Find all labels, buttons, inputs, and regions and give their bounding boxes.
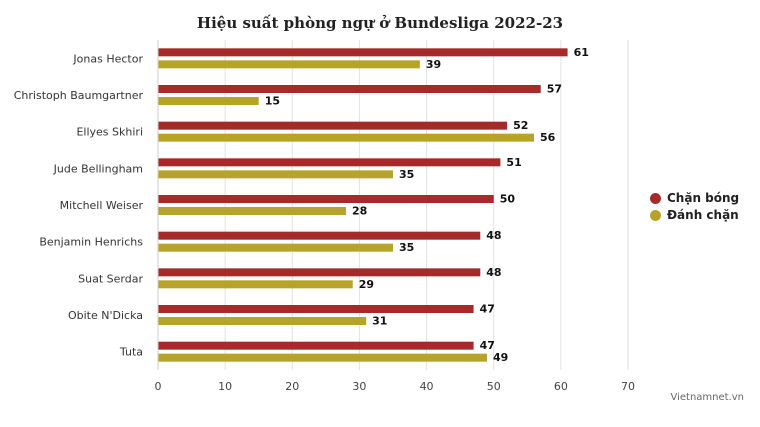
data-label-s0-4: 50 bbox=[500, 193, 516, 206]
data-label-s1-6: 29 bbox=[359, 278, 374, 291]
legend-label-interceptions: Đánh chặn bbox=[667, 208, 739, 222]
legend-dot-blocks bbox=[650, 192, 661, 204]
legend-item-interceptions[interactable]: Đánh chặn bbox=[650, 207, 739, 223]
data-label-s0-7: 47 bbox=[480, 303, 495, 316]
bar-s0-7 bbox=[158, 305, 474, 313]
x-tick-label-10: 10 bbox=[218, 380, 232, 393]
data-label-s0-1: 57 bbox=[547, 83, 562, 96]
data-label-s0-5: 48 bbox=[486, 229, 501, 242]
data-label-s1-2: 56 bbox=[540, 131, 556, 144]
data-label-s0-3: 51 bbox=[506, 156, 521, 169]
data-label-s1-0: 39 bbox=[426, 58, 441, 71]
x-tick-label-20: 20 bbox=[285, 380, 299, 393]
bar-s1-2 bbox=[158, 133, 534, 142]
data-label-s1-1: 15 bbox=[265, 95, 280, 108]
bar-s0-4 bbox=[158, 195, 494, 203]
category-label-6: Suat Serdar bbox=[78, 272, 143, 285]
x-tick-label-60: 60 bbox=[554, 380, 568, 393]
category-label-3: Jude Bellingham bbox=[53, 162, 143, 175]
category-label-2: Ellyes Skhiri bbox=[76, 126, 143, 139]
chart-title: Hiệu suất phòng ngự ở Bundesliga 2022-23 bbox=[196, 14, 564, 32]
category-label-8: Tuta bbox=[119, 346, 143, 359]
x-tick-label-30: 30 bbox=[352, 380, 366, 393]
legend: Chặn bóng Đánh chặn bbox=[650, 190, 739, 224]
data-label-s0-0: 61 bbox=[574, 46, 589, 59]
bar-s0-3 bbox=[158, 158, 501, 167]
data-label-s1-8: 49 bbox=[493, 351, 508, 364]
bar-s0-8 bbox=[158, 341, 474, 350]
bar-s1-3 bbox=[158, 170, 393, 179]
category-label-0: Jonas Hector bbox=[72, 52, 143, 65]
source-credit: Vietnamnet.vn bbox=[670, 392, 744, 403]
bar-s0-2 bbox=[158, 121, 508, 130]
x-tick-label-50: 50 bbox=[487, 380, 501, 393]
bar-s0-5 bbox=[158, 231, 481, 240]
bar-s1-6 bbox=[158, 280, 353, 289]
category-label-4: Mitchell Weiser bbox=[60, 199, 144, 212]
x-tick-label-0: 0 bbox=[155, 380, 162, 393]
category-label-1: Christoph Baumgartner bbox=[14, 89, 144, 102]
bar-s1-0 bbox=[158, 60, 420, 69]
bar-s0-6 bbox=[158, 268, 481, 277]
data-label-s0-2: 52 bbox=[513, 119, 528, 132]
legend-item-blocks[interactable]: Chặn bóng bbox=[650, 190, 739, 206]
bar-s0-0 bbox=[158, 48, 568, 57]
data-label-s1-4: 28 bbox=[352, 205, 367, 218]
data-label-s0-8: 47 bbox=[480, 339, 495, 352]
bar-s1-8 bbox=[158, 353, 487, 362]
bar-s0-1 bbox=[158, 85, 541, 93]
data-label-s1-5: 35 bbox=[399, 241, 414, 254]
bar-s1-4 bbox=[158, 207, 346, 215]
data-label-s0-6: 48 bbox=[486, 266, 501, 279]
bar-s1-7 bbox=[158, 317, 367, 325]
bar-s1-1 bbox=[158, 97, 259, 105]
legend-dot-interceptions bbox=[650, 209, 661, 221]
category-label-7: Obite N'Dicka bbox=[68, 309, 143, 322]
data-label-s1-7: 31 bbox=[372, 315, 387, 328]
category-label-5: Benjamin Henrichs bbox=[39, 236, 143, 249]
x-tick-label-40: 40 bbox=[420, 380, 434, 393]
data-label-s1-3: 35 bbox=[399, 168, 414, 181]
x-tick-label-70: 70 bbox=[621, 380, 635, 393]
bar-s1-5 bbox=[158, 243, 393, 252]
legend-label-blocks: Chặn bóng bbox=[667, 191, 740, 205]
